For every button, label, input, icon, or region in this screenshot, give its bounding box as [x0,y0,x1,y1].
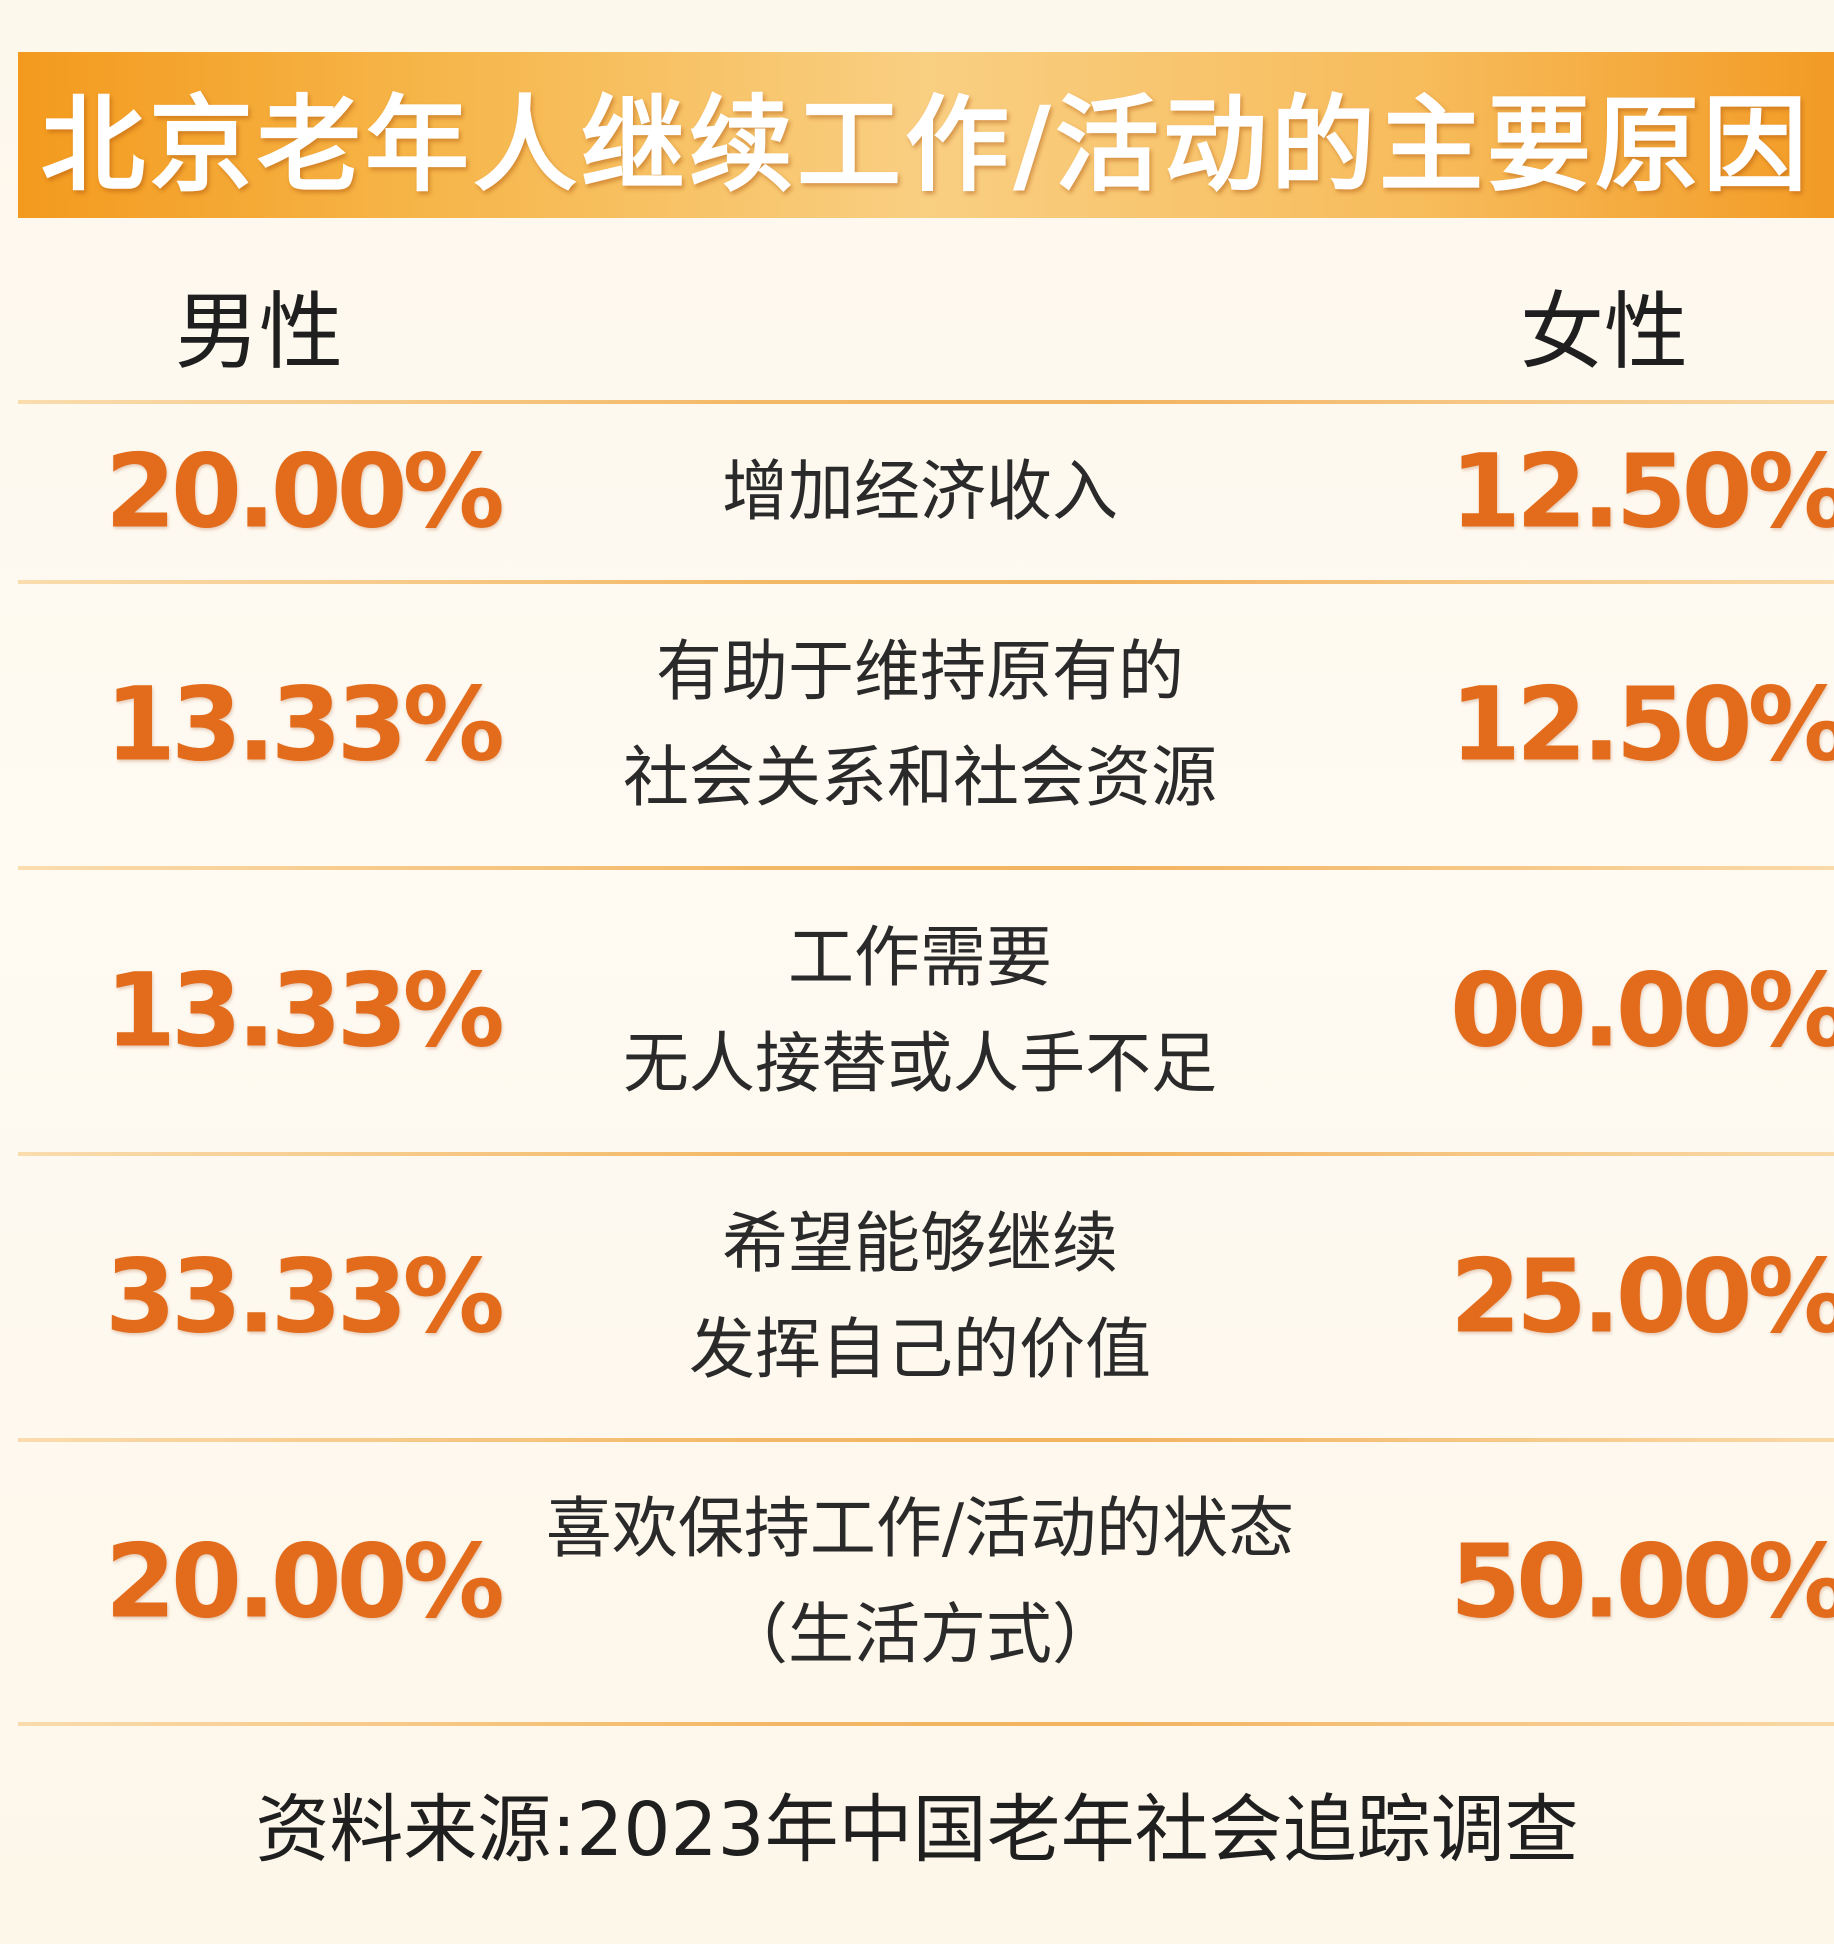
female-percentage: 00.00% [1450,951,1834,1071]
reason-line: 工作需要 [788,919,1052,996]
reason-text: 工作需要 无人接替或人手不足 [470,905,1370,1117]
reason-line: （生活方式） [722,1596,1118,1673]
reason-line: 喜欢保持工作/活动的状态 [545,1490,1295,1567]
table-row: 13.33% 工作需要 无人接替或人手不足 00.00% [0,870,1834,1152]
row-divider [18,580,1834,584]
male-percentage: 33.33% [105,1237,505,1357]
reason-line: 发挥自己的价值 [689,1311,1151,1388]
female-percentage: 12.50% [1450,432,1834,552]
reason-text: 有助于维持原有的 社会关系和社会资源 [470,619,1370,831]
row-divider [18,866,1834,870]
row-divider [18,1722,1834,1726]
source-note: 资料来源:2023年中国老年社会追踪调查 [255,1787,1579,1873]
title-banner: 北京老年人继续工作/活动的主要原因 [18,52,1834,218]
male-percentage: 20.00% [105,1522,505,1642]
table-row: 33.33% 希望能够继续 发挥自己的价值 25.00% [0,1156,1834,1438]
reason-line: 希望能够继续 [722,1205,1118,1282]
reason-line: 无人接替或人手不足 [623,1025,1217,1102]
reason-line: 增加经济收入 [722,453,1118,530]
reason-line: 有助于维持原有的 [656,633,1184,710]
table-row: 20.00% 增加经济收入 12.50% [0,404,1834,580]
male-percentage: 13.33% [105,665,505,785]
reason-text: 增加经济收入 [470,439,1370,545]
reason-text: 喜欢保持工作/活动的状态 （生活方式） [470,1476,1370,1688]
female-header: 女性 [1520,283,1689,381]
table-row: 20.00% 喜欢保持工作/活动的状态 （生活方式） 50.00% [0,1442,1834,1722]
page-title: 北京老年人继续工作/活动的主要原因 [41,83,1811,206]
female-percentage: 12.50% [1450,665,1834,785]
row-divider [18,400,1834,404]
reason-text: 希望能够继续 发挥自己的价值 [470,1191,1370,1403]
table-row: 13.33% 有助于维持原有的 社会关系和社会资源 12.50% [0,584,1834,866]
female-percentage: 25.00% [1450,1237,1834,1357]
female-percentage: 50.00% [1450,1522,1834,1642]
row-divider [18,1152,1834,1156]
male-percentage: 20.00% [105,432,505,552]
male-percentage: 13.33% [105,951,505,1071]
reason-line: 社会关系和社会资源 [623,739,1217,816]
male-header: 男性 [175,283,344,381]
row-divider [18,1438,1834,1442]
